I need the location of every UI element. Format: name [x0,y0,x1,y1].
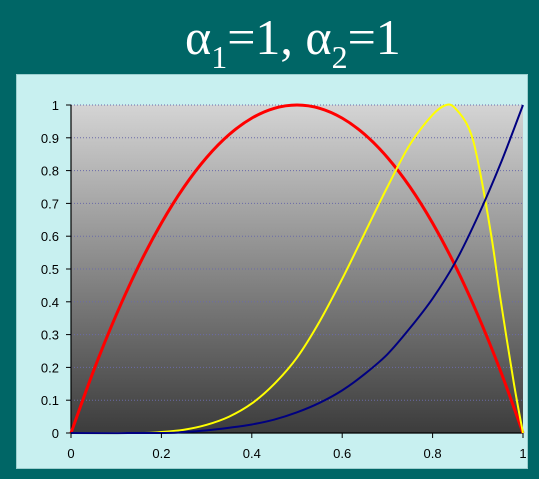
line-chart: 0 0.1 0.2 0.3 0.4 0.5 0.6 0.7 0.8 0.9 1 0 0.2 0.4 0.6… [41,98,527,461]
series-line-3 [70,104,524,435]
x-tick-label: 0.6 [333,446,351,461]
series-group [69,103,525,435]
title-subscript-2: 2 [331,39,348,75]
x-tick-label: 0.2 [152,446,170,461]
y-axis-ticks: 0 0.1 0.2 0.3 0.4 0.5 0.6 0.7 0.8 0.9 1 [41,98,71,441]
series-line-2 [70,103,524,435]
y-tick-label: 0.4 [41,295,59,310]
y-tick-label: 0.8 [41,164,59,179]
y-tick-label: 0.9 [41,131,59,146]
x-axis-ticks: 0 0.2 0.4 0.6 0.8 1 [67,433,527,461]
title-subscript-1: 1 [211,39,228,75]
x-tick-label: 0 [67,446,74,461]
y-tick-label: 0.1 [41,393,59,408]
x-tick-label: 0.8 [424,446,442,461]
x-tick-label: 0.4 [243,446,261,461]
y-tick-label: 0 [52,426,59,441]
title-alpha-1: α [185,9,212,65]
y-tick-label: 0.5 [41,262,59,277]
x-tick-label: 1 [519,446,526,461]
title-end: =1 [347,9,401,65]
y-tick-label: 0.6 [41,229,59,244]
y-tick-label: 0.2 [41,360,59,375]
y-tick-label: 0.3 [41,328,59,343]
y-tick-label: 1 [52,98,59,113]
chart-area: 0 0.1 0.2 0.3 0.4 0.5 0.6 0.7 0.8 0.9 1 0 0.2 0.4 0.6… [16,74,528,469]
title-alpha-2: α [305,9,332,65]
y-tick-label: 0.7 [41,196,59,211]
series-line-1 [69,103,525,434]
slide-title: α1=1, α2=1 [185,2,401,92]
title-middle: =1, [227,9,306,65]
